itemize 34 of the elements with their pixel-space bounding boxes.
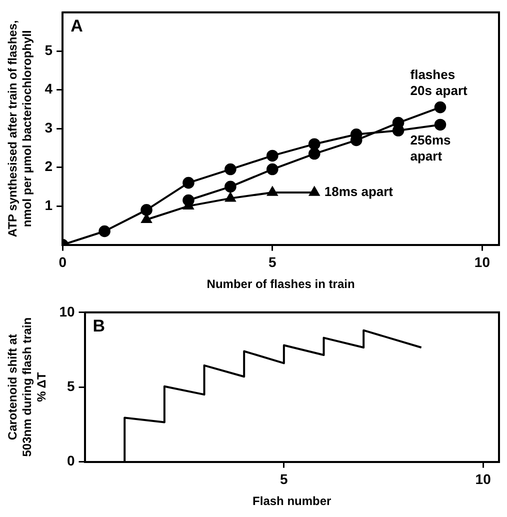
y-tick-label: 0 — [66, 452, 75, 469]
series-label: flashes 20s apart — [410, 66, 468, 98]
x-tick-label: 5 — [268, 254, 276, 270]
point — [224, 180, 236, 193]
point — [225, 192, 236, 202]
y-axis-title: ATP synthesised after train of flashes, nmol per µmol bacteriochlorophyll — [6, 20, 34, 238]
x-axis-title: Flash number — [252, 494, 332, 508]
chart-title: B — [92, 316, 106, 336]
y-tick-label: 4 — [44, 80, 53, 97]
y-tick-label: 2 — [44, 158, 53, 174]
point — [224, 163, 236, 176]
y-tick-label: 3 — [44, 119, 53, 136]
point — [308, 138, 320, 150]
point — [308, 148, 320, 160]
point — [98, 225, 110, 238]
y-axis-title: Carotenoid shift at 503nm during flash train % ΔT — [6, 317, 48, 457]
series-label: 256ms apart — [410, 132, 451, 164]
point — [140, 204, 152, 216]
chart-title: A — [70, 16, 83, 36]
x-tick-label: 10 — [474, 254, 490, 270]
point — [182, 194, 194, 206]
point — [267, 186, 278, 196]
y-tick-label: 5 — [66, 378, 75, 394]
series-label: 18ms apart — [324, 184, 394, 200]
x-axis-title: Number of flashes in train — [206, 277, 355, 292]
y-tick-label: 5 — [44, 42, 53, 58]
point — [266, 163, 278, 176]
y-tick-label: 1 — [44, 196, 53, 213]
point — [434, 101, 446, 114]
y-tick-label: 10 — [59, 303, 75, 320]
point — [309, 186, 320, 196]
point — [266, 150, 278, 162]
point — [434, 118, 446, 131]
point — [182, 176, 194, 189]
